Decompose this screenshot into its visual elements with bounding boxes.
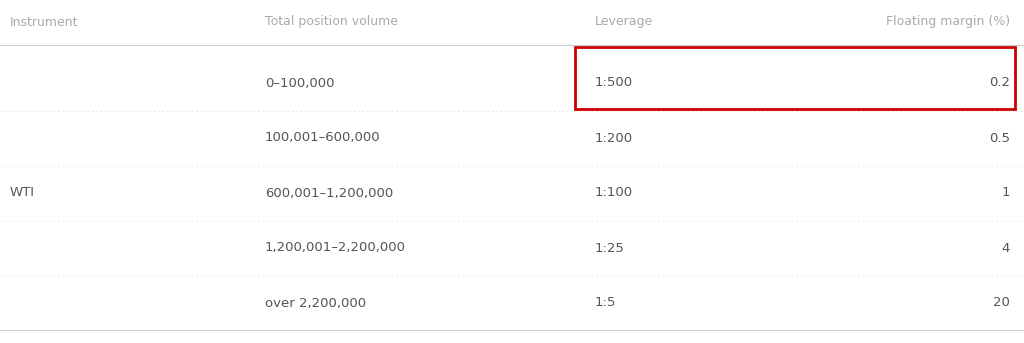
Text: 0.2: 0.2 — [989, 76, 1010, 90]
Text: 1,200,001–2,200,000: 1,200,001–2,200,000 — [265, 241, 406, 255]
Text: Leverage: Leverage — [595, 15, 653, 28]
Text: over 2,200,000: over 2,200,000 — [265, 296, 367, 309]
Text: 1:500: 1:500 — [595, 76, 633, 90]
Text: 1: 1 — [1001, 187, 1010, 200]
Text: Floating margin (%): Floating margin (%) — [886, 15, 1010, 28]
Text: 1:100: 1:100 — [595, 187, 633, 200]
Text: Instrument: Instrument — [10, 15, 79, 28]
Text: 1:25: 1:25 — [595, 241, 625, 255]
Text: 1:5: 1:5 — [595, 296, 616, 309]
Text: 100,001–600,000: 100,001–600,000 — [265, 131, 381, 144]
Text: 600,001–1,200,000: 600,001–1,200,000 — [265, 187, 393, 200]
Text: 0–100,000: 0–100,000 — [265, 76, 335, 90]
Text: 1:200: 1:200 — [595, 131, 633, 144]
Text: 20: 20 — [993, 296, 1010, 309]
Text: WTI: WTI — [10, 187, 35, 200]
Bar — [575, 47, 1015, 108]
Text: 0.5: 0.5 — [989, 131, 1010, 144]
Text: 4: 4 — [1001, 241, 1010, 255]
Text: Total position volume: Total position volume — [265, 15, 398, 28]
